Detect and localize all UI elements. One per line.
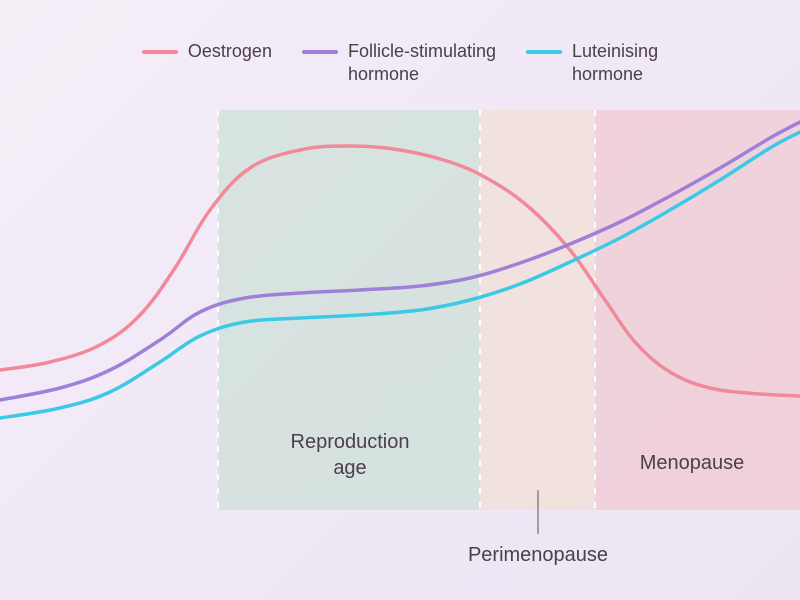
legend-swatch: [302, 50, 338, 54]
region-label-perimenopause: Perimenopause: [468, 542, 608, 568]
legend-label: Oestrogen: [188, 40, 272, 63]
region-label-menopause: Menopause: [640, 450, 745, 476]
legend: Oestrogen Follicle-stimulating hormone L…: [0, 40, 800, 85]
legend-item-fsh: Follicle-stimulating hormone: [302, 40, 496, 85]
legend-item-lh: Luteinising hormone: [526, 40, 658, 85]
legend-item-oestrogen: Oestrogen: [142, 40, 272, 85]
region-label-reproduction: Reproduction age: [291, 429, 410, 481]
legend-label: Follicle-stimulating hormone: [348, 40, 496, 85]
hormone-chart: Oestrogen Follicle-stimulating hormone L…: [0, 0, 800, 600]
legend-label: Luteinising hormone: [572, 40, 658, 85]
legend-swatch: [142, 50, 178, 54]
legend-swatch: [526, 50, 562, 54]
chart-svg: [0, 0, 800, 600]
region-perimenopause: [480, 110, 595, 510]
